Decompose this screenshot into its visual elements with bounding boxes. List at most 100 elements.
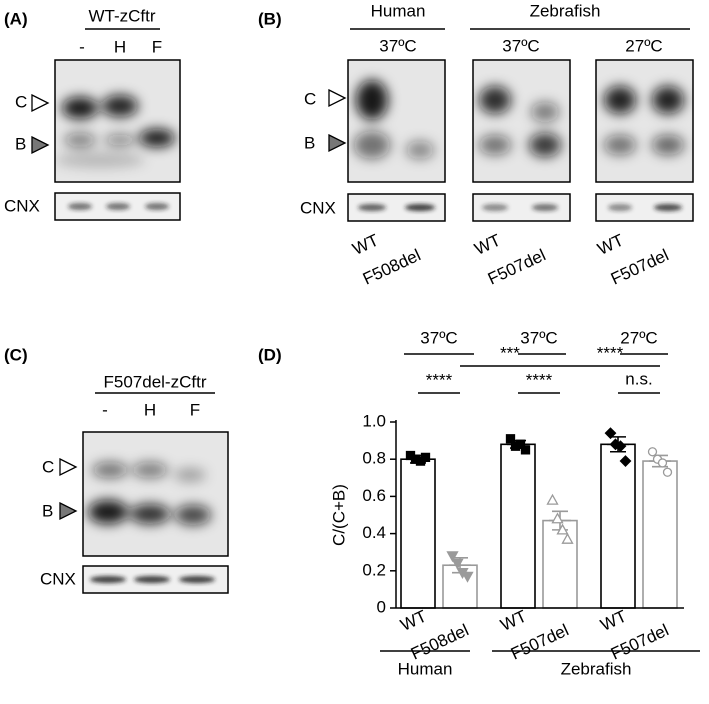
band (130, 504, 170, 524)
data-point (546, 493, 559, 505)
band (104, 134, 136, 146)
cnx-frame (82, 565, 229, 594)
band-label: C (42, 457, 54, 476)
data-point (446, 551, 459, 563)
band (531, 102, 559, 122)
band (405, 204, 435, 211)
group-label: Human (371, 1, 426, 20)
bar (400, 458, 436, 609)
band (356, 80, 388, 120)
band (88, 500, 128, 524)
y-tick-label: 1.0 (362, 411, 386, 430)
y-tick-label: 0.6 (362, 486, 386, 505)
cnx-bands (358, 204, 435, 211)
band (654, 204, 682, 211)
arrowhead-filled (31, 135, 50, 155)
y-axis-label: C/(C+B) (329, 484, 348, 546)
lane-label: H (144, 400, 156, 419)
band (68, 203, 92, 210)
data-point (461, 571, 474, 583)
x-tick-label: WT (498, 606, 530, 634)
x-tick-label: WT (598, 606, 630, 634)
data-point (451, 558, 464, 570)
band (479, 135, 511, 155)
arrowhead-filled (328, 133, 347, 153)
band (102, 95, 138, 117)
band (479, 86, 511, 114)
data-point (657, 458, 668, 468)
panel-label: (D) (258, 345, 282, 364)
temperature-label: 27ºC (625, 36, 662, 55)
cnx-frame (347, 193, 446, 222)
significance-label: **** (526, 370, 553, 389)
data-point (561, 532, 574, 544)
group-label: Human (398, 659, 453, 678)
band (132, 462, 168, 478)
y-tick-label: 0 (377, 597, 386, 616)
band (139, 129, 175, 147)
lane-label: WT (595, 230, 627, 258)
band (90, 576, 126, 583)
band (406, 141, 434, 159)
loading-label: CNX (300, 198, 336, 217)
band-label: C (304, 89, 316, 108)
group-label: Zebrafish (561, 659, 632, 678)
significance-label: **** (597, 343, 624, 362)
temperature-label: 37ºC (520, 328, 557, 347)
temperature-label: 37ºC (502, 36, 539, 55)
lane-label: - (102, 400, 108, 419)
blot-frame (595, 59, 694, 183)
lane-label: - (79, 37, 85, 56)
loading-label: CNX (40, 569, 76, 588)
data-point (604, 427, 617, 440)
band (604, 135, 636, 155)
panel-label: (B) (258, 9, 282, 28)
bar (500, 443, 536, 609)
blot-frame (347, 59, 446, 183)
significance-label: *** (500, 343, 520, 362)
bar (600, 443, 636, 609)
cnx-frame (595, 193, 694, 222)
band (532, 204, 558, 211)
cnx-frame (54, 192, 181, 221)
band (145, 203, 169, 210)
cnx-frame (472, 193, 571, 222)
lane-label: WT (350, 230, 382, 258)
band (652, 86, 684, 114)
x-tick-label: WT (398, 606, 430, 634)
significance-label: **** (426, 370, 453, 389)
blot-bands (55, 95, 175, 168)
group-label: Zebrafish (530, 1, 601, 20)
blot-title: F507del-zCftr (104, 372, 207, 391)
band-label: B (304, 133, 315, 152)
arrowhead-open (31, 93, 50, 113)
cnx-bands (90, 576, 215, 583)
data-point (520, 445, 531, 455)
panel-label: (A) (4, 9, 28, 28)
arrowhead-filled (59, 501, 78, 521)
band (62, 97, 98, 119)
band-label: B (15, 134, 26, 153)
band (92, 462, 128, 478)
temperature-label: 37ºC (379, 36, 416, 55)
cnx-bands (68, 203, 169, 210)
lane-label: F (152, 37, 162, 56)
band (604, 86, 636, 114)
data-point (614, 440, 627, 453)
lane-label: H (114, 37, 126, 56)
blot-background (596, 60, 693, 182)
data-point (551, 512, 564, 524)
blot-bands (479, 86, 561, 157)
blot-background (348, 60, 445, 182)
band (106, 203, 130, 210)
cnx-bands (608, 204, 682, 211)
bar (642, 460, 678, 609)
band (529, 133, 561, 157)
blot-bands (354, 80, 434, 159)
band (482, 204, 508, 211)
cnx-bands (482, 204, 558, 211)
blot-background (473, 60, 570, 182)
lane-label: WT (472, 230, 504, 258)
band (55, 152, 145, 168)
